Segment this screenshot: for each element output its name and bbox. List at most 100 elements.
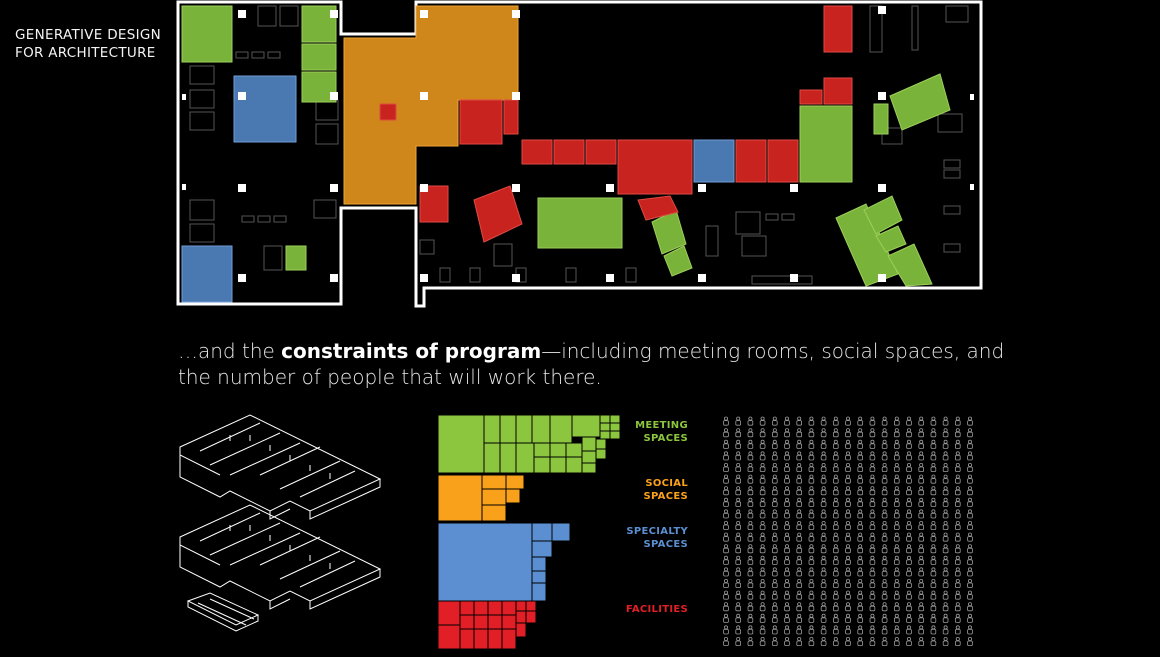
person-icon bbox=[759, 578, 766, 588]
person-icon bbox=[881, 416, 888, 426]
person-icon bbox=[772, 521, 778, 530]
person-icon bbox=[918, 625, 925, 635]
axon-level-bottom bbox=[179, 504, 382, 610]
person-icon bbox=[954, 497, 961, 507]
label-meeting-spaces: MEETING SPACES bbox=[635, 420, 688, 444]
person-icon bbox=[759, 463, 766, 472]
person-icon bbox=[845, 486, 851, 496]
person-icon bbox=[918, 521, 925, 530]
person-icon bbox=[772, 416, 778, 426]
person-icon bbox=[723, 439, 729, 449]
person-icon bbox=[967, 567, 973, 577]
person-icon bbox=[942, 497, 949, 507]
person-icon bbox=[772, 439, 778, 449]
person-icon bbox=[869, 521, 876, 530]
person-icon bbox=[747, 625, 754, 635]
person-icon bbox=[735, 486, 742, 496]
person-icon bbox=[845, 532, 851, 542]
person-icon bbox=[820, 636, 827, 646]
person-icon bbox=[930, 509, 937, 519]
person-icon bbox=[893, 544, 900, 554]
person-icon bbox=[881, 474, 888, 484]
person-icon bbox=[808, 521, 815, 530]
person-icon bbox=[833, 532, 839, 542]
person-icon bbox=[918, 602, 925, 612]
person-icon bbox=[954, 509, 961, 519]
person-icon bbox=[735, 474, 742, 484]
person-icon bbox=[857, 578, 864, 588]
person-icon bbox=[820, 521, 827, 530]
person-icon bbox=[930, 613, 937, 623]
person-icon bbox=[893, 439, 900, 449]
person-icon bbox=[881, 439, 888, 449]
person-icon bbox=[833, 474, 839, 484]
person-icon bbox=[906, 578, 912, 588]
person-icon bbox=[759, 590, 766, 600]
person-icon bbox=[918, 590, 925, 600]
person-icon bbox=[747, 428, 754, 438]
person-icon bbox=[857, 636, 864, 646]
person-icon bbox=[930, 463, 937, 472]
person-icon bbox=[808, 578, 815, 588]
person-icon bbox=[808, 509, 815, 519]
person-icon bbox=[796, 497, 803, 507]
person-icon bbox=[747, 509, 754, 519]
person-icon bbox=[723, 428, 729, 438]
person-icon bbox=[857, 439, 864, 449]
person-icon bbox=[869, 567, 876, 577]
people-grid bbox=[723, 416, 973, 646]
person-icon bbox=[796, 463, 803, 472]
person-icon bbox=[893, 463, 900, 472]
person-icon bbox=[881, 428, 888, 438]
person-icon bbox=[942, 613, 949, 623]
person-icon bbox=[845, 602, 851, 612]
caption-emphasis: constraints of program bbox=[281, 339, 542, 363]
person-icon bbox=[906, 532, 912, 542]
person-icon bbox=[772, 486, 778, 496]
person-icon bbox=[881, 544, 888, 554]
person-icon bbox=[954, 567, 961, 577]
person-icon bbox=[857, 532, 864, 542]
person-icon bbox=[784, 590, 790, 600]
person-icon bbox=[869, 486, 876, 496]
person-icon bbox=[820, 509, 827, 519]
axon-level-top bbox=[179, 414, 382, 520]
person-icon bbox=[893, 416, 900, 426]
person-icon bbox=[869, 428, 876, 438]
person-icon bbox=[759, 416, 766, 426]
person-icon bbox=[772, 474, 778, 484]
social-core bbox=[343, 5, 519, 205]
person-icon bbox=[759, 613, 766, 623]
person-icon bbox=[906, 590, 912, 600]
caption-lead: …and the bbox=[178, 339, 282, 363]
person-icon bbox=[857, 521, 864, 530]
person-icon bbox=[954, 544, 961, 554]
person-icon bbox=[820, 532, 827, 542]
person-icon bbox=[954, 532, 961, 542]
person-icon bbox=[942, 590, 949, 600]
person-icon bbox=[772, 578, 778, 588]
person-icon bbox=[796, 451, 803, 461]
axon-level-basement bbox=[186, 592, 260, 632]
person-icon bbox=[784, 428, 790, 438]
deck-title: GENERATIVE DESIGN FOR ARCHITECTURE bbox=[15, 26, 161, 62]
person-icon bbox=[796, 636, 803, 646]
person-icon bbox=[930, 486, 937, 496]
person-icon bbox=[893, 567, 900, 577]
person-icon bbox=[833, 567, 839, 577]
person-icon bbox=[893, 509, 900, 519]
person-icon bbox=[869, 636, 876, 646]
person-icon bbox=[820, 463, 827, 472]
person-icon bbox=[869, 590, 876, 600]
person-icon bbox=[918, 578, 925, 588]
person-icon bbox=[820, 474, 827, 484]
person-icon bbox=[796, 521, 803, 530]
person-icon bbox=[930, 636, 937, 646]
person-icon bbox=[857, 544, 864, 554]
person-icon bbox=[833, 463, 839, 472]
person-icon bbox=[833, 625, 839, 635]
person-icon bbox=[772, 544, 778, 554]
person-icon bbox=[784, 486, 790, 496]
person-icon bbox=[772, 602, 778, 612]
person-icon bbox=[930, 544, 937, 554]
